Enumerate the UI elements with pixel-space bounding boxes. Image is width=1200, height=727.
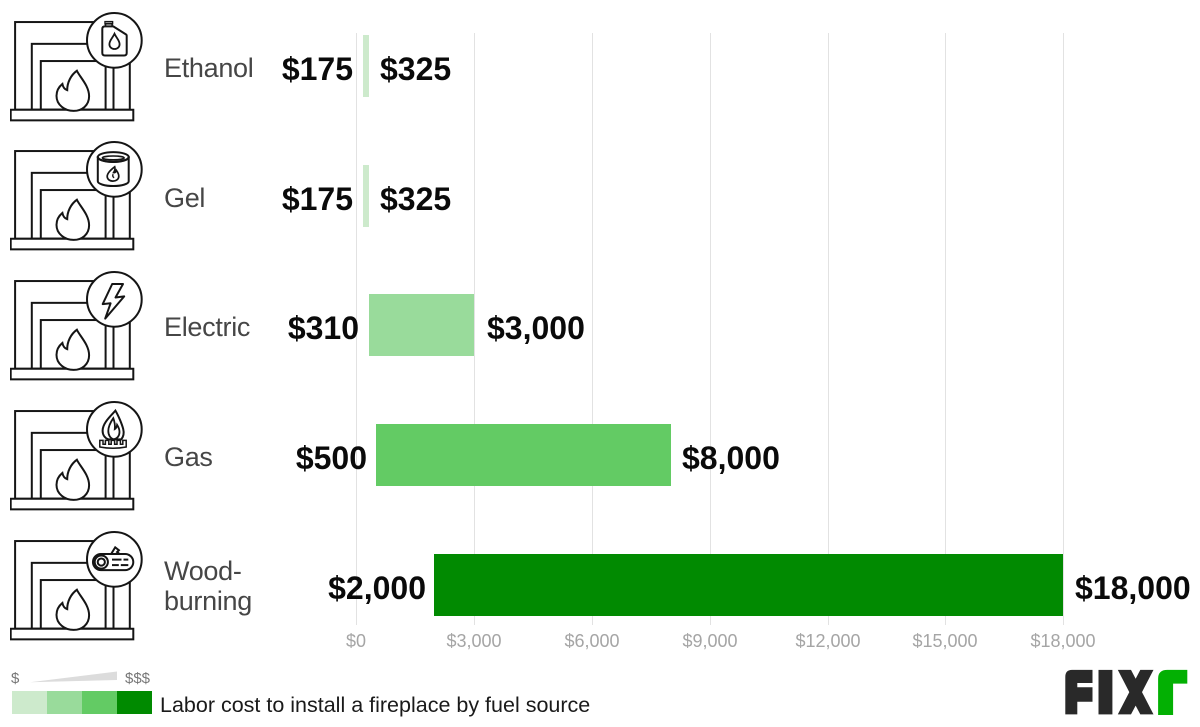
svg-text:$: $: [11, 670, 20, 687]
svg-text:$$$: $$$: [125, 670, 151, 687]
